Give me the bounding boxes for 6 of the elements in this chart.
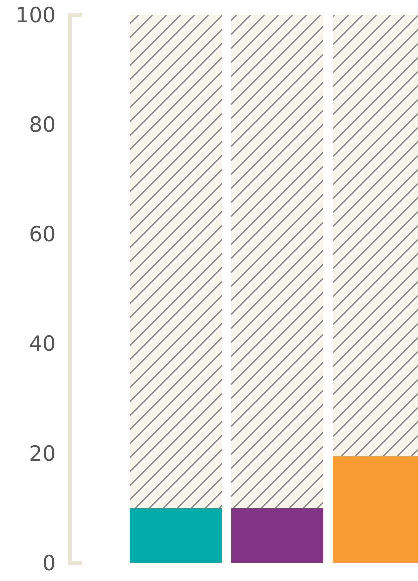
y-tick-label: 0 <box>42 551 56 576</box>
y-tick-label: 100 <box>16 3 56 28</box>
y-tick-label: 60 <box>29 222 56 247</box>
y-tick-label: 40 <box>29 332 56 356</box>
y-tick-label: 80 <box>29 112 56 137</box>
y-tick-label: 20 <box>29 442 56 466</box>
